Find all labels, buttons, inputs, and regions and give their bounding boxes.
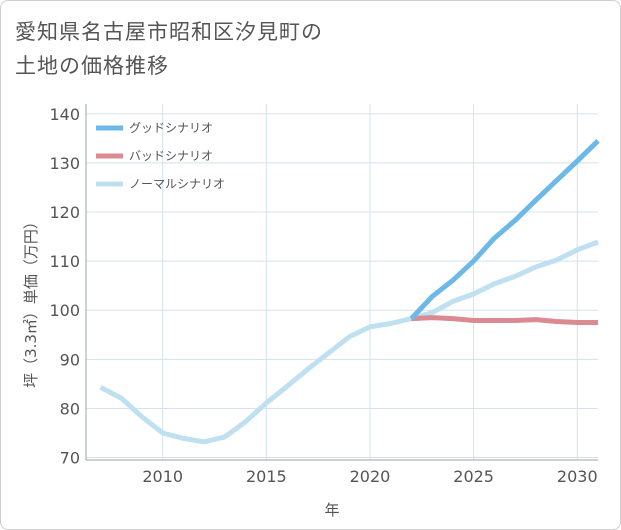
series-line-1 bbox=[411, 315, 598, 325]
x-tick-label: 2020 bbox=[350, 467, 391, 486]
y-tick-label: 130 bbox=[49, 154, 80, 173]
y-axis-title: 坪（3.3㎡）単価（万円） bbox=[22, 214, 40, 388]
y-tick-label: 110 bbox=[49, 252, 80, 271]
y-tick-label: 120 bbox=[49, 203, 80, 222]
y-tick-label: 90 bbox=[60, 350, 80, 369]
x-tick-label: 2025 bbox=[453, 467, 494, 486]
series-line-0 bbox=[409, 139, 600, 321]
x-tick-label: 2010 bbox=[142, 467, 183, 486]
legend-label: グッドシナリオ bbox=[129, 121, 213, 135]
y-tick-label: 140 bbox=[49, 105, 80, 124]
y-tick-label: 70 bbox=[60, 449, 80, 468]
y-tick-label: 100 bbox=[49, 301, 80, 320]
y-tick-label: 80 bbox=[60, 399, 80, 418]
tick-labels: 70 80 90 100 110 120 130 140 2010 2015 2020 2025 203… bbox=[49, 105, 597, 486]
series-line-2 bbox=[99, 239, 599, 445]
chart-title: 愛知県名古屋市昭和区汐見町の 土地の価格推移 bbox=[15, 20, 323, 78]
x-axis-title: 年 bbox=[324, 501, 339, 519]
series-lines bbox=[99, 139, 600, 445]
x-tick-label: 2030 bbox=[557, 467, 598, 486]
x-tick-label: 2015 bbox=[246, 467, 287, 486]
legend-label: バッドシナリオ bbox=[129, 149, 213, 163]
legend-label: ノーマルシナリオ bbox=[129, 177, 225, 191]
grid bbox=[85, 104, 598, 461]
